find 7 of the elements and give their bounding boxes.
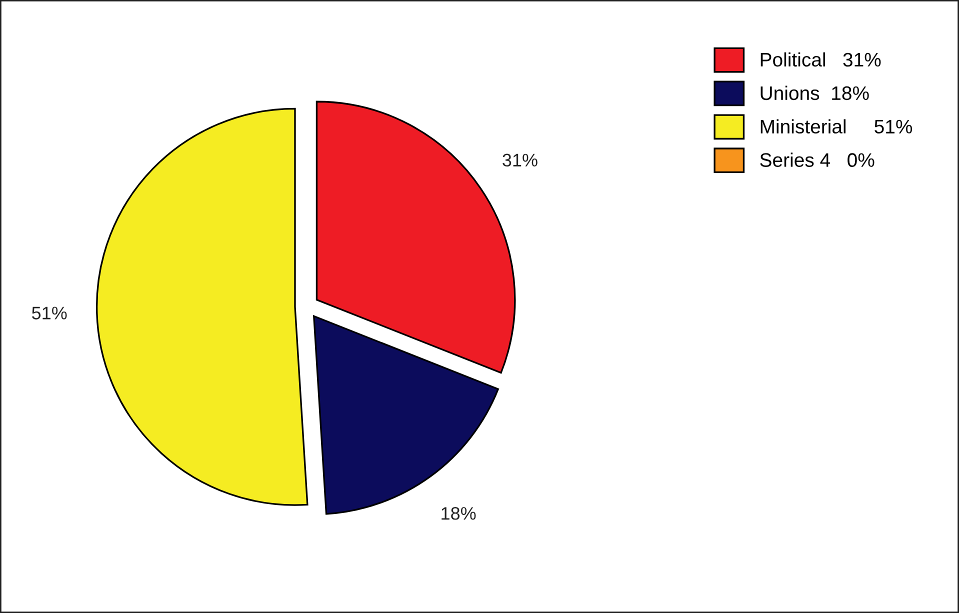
legend-label: Ministerial 51% (760, 119, 912, 134)
legend-label: Series 4 0% (760, 152, 874, 167)
data-label: 31% (502, 154, 538, 167)
legend-label: Political 31% (760, 52, 881, 67)
legend-label: Unions 18% (760, 86, 869, 100)
data-label: 51% (32, 306, 67, 320)
data-label: 18% (442, 507, 476, 520)
